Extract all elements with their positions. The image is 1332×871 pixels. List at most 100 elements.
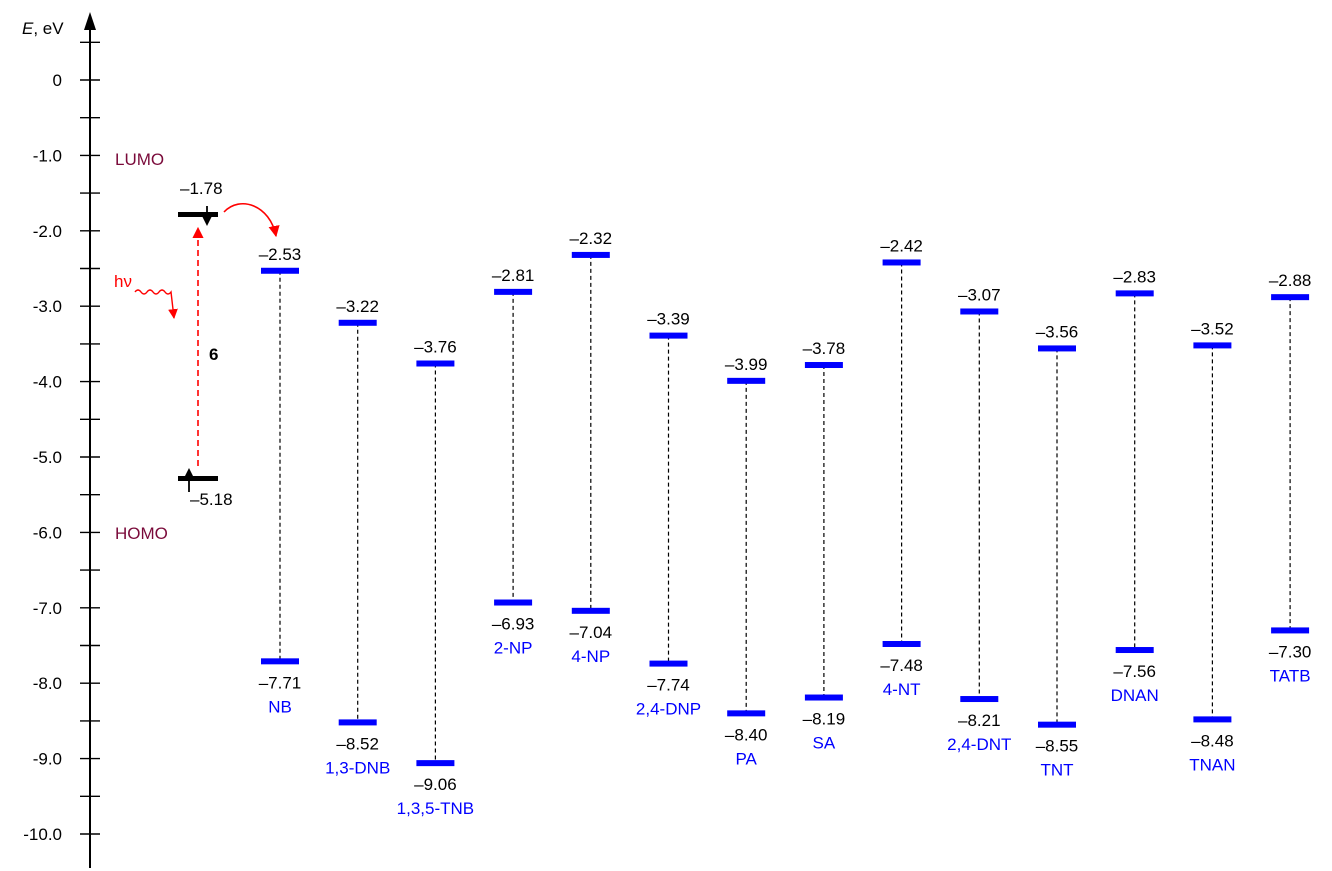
homo-bar (261, 658, 299, 665)
homo-value: –8.40 (725, 725, 768, 744)
sensor-lumo-value: –1.78 (180, 179, 223, 198)
lumo-value: –3.22 (336, 297, 379, 316)
homo-value: –6.93 (492, 615, 535, 634)
analyte-name: TATB (1270, 666, 1311, 685)
analyte-1,3-DNB: –3.22 –8.52 1,3-DNB (325, 297, 390, 778)
homo-value: –8.19 (803, 710, 846, 729)
lumo-bar (960, 308, 999, 315)
electron-transfer-arrow (223, 203, 280, 238)
sensor-homo-bar (178, 476, 218, 481)
homo-bar (727, 710, 766, 717)
tick-label: -8.0 (33, 674, 62, 693)
homo-value: –8.52 (336, 734, 379, 753)
analyte-name: SA (813, 734, 836, 753)
analyte-name: NB (268, 697, 292, 716)
sensor-id: 6 (209, 345, 218, 364)
lumo-value: –2.53 (259, 245, 302, 264)
analyte-name: 4-NP (571, 647, 610, 666)
tick-label: -2.0 (33, 222, 62, 241)
lumo-bar (1271, 294, 1310, 301)
homo-bar (804, 694, 843, 701)
axis-label-var: E (22, 19, 34, 38)
lumo-value: –3.78 (803, 339, 846, 358)
axis-label-unit: , eV (33, 19, 64, 38)
tick-label: 0 (53, 71, 62, 90)
homo-bar (571, 607, 610, 614)
lumo-bar (571, 251, 610, 258)
homo-bar (882, 640, 921, 647)
axis-arrow-icon (84, 12, 96, 30)
lumo-bar (338, 319, 377, 326)
analyte-TNT: –3.56 –8.55 TNT (1036, 322, 1079, 779)
homo-bar (1115, 647, 1154, 654)
lumo-value: –2.32 (570, 229, 613, 248)
homo-value: –8.21 (958, 711, 1001, 730)
photon-label: hν (114, 272, 132, 291)
tick-label: -6.0 (33, 523, 62, 542)
tick-label: -5.0 (33, 448, 62, 467)
homo-value: –8.48 (1191, 731, 1234, 750)
homo-bar (960, 696, 999, 703)
homo-value: –7.48 (880, 656, 923, 675)
photon-wave-icon (134, 289, 178, 319)
analyte-2,4-DNP: –3.39 –7.74 2,4-DNP (636, 310, 701, 719)
sensor-levels: –1.78 –5.18 6 hν (114, 179, 280, 509)
homo-bar (338, 719, 377, 726)
tick-label: -4.0 (33, 373, 62, 392)
lumo-value: –3.52 (1191, 319, 1234, 338)
lumo-label: LUMO (115, 150, 164, 169)
homo-value: –7.56 (1113, 662, 1156, 681)
analyte-name: 4-NT (883, 680, 921, 699)
analyte-4-NP: –2.32 –7.04 4-NP (570, 229, 613, 666)
analyte-name: TNT (1040, 761, 1073, 780)
homo-bar (1271, 627, 1310, 634)
analyte-name: DNAN (1111, 686, 1159, 705)
tick-label: -10.0 (23, 825, 62, 844)
energy-axis: E, eV 0 -1.0 -2.0 -3.0 -4.0 -5.0 -6.0 -7.0 -8.0 -… (22, 12, 100, 868)
homo-bar (1193, 716, 1232, 723)
sensor-lumo-bar (178, 212, 218, 217)
analyte-2,4-DNT: –3.07 –8.21 2,4-DNT (947, 285, 1011, 754)
lumo-bar (649, 332, 688, 339)
homo-bar (649, 660, 688, 667)
analyte-TNAN: –3.52 –8.48 TNAN (1189, 319, 1235, 774)
analyte-name: 2-NP (494, 639, 533, 658)
lumo-bar (727, 377, 766, 384)
analyte-TATB: –2.88 –7.30 TATB (1269, 271, 1312, 685)
sensor-homo-value: –5.18 (190, 490, 233, 509)
axis-label: E, eV (22, 19, 64, 38)
homo-bar (1038, 721, 1076, 728)
homo-value: –7.30 (1269, 642, 1312, 661)
tick-label: -9.0 (33, 750, 62, 769)
lumo-value: –2.42 (880, 236, 923, 255)
lumo-bar (1038, 345, 1076, 352)
analyte-4-NT: –2.42 –7.48 4-NT (880, 236, 923, 699)
lumo-value: –3.76 (414, 338, 457, 357)
analyte-name: 2,4-DNT (947, 735, 1011, 754)
homo-value: –7.71 (259, 673, 302, 692)
homo-value: –8.55 (1036, 737, 1079, 756)
lumo-value: –3.39 (647, 310, 690, 329)
lumo-bar (1193, 342, 1232, 349)
lumo-bar (261, 267, 299, 274)
analyte-PA: –3.99 –8.40 PA (725, 355, 768, 769)
tick-label: -7.0 (33, 599, 62, 618)
lumo-value: –3.07 (958, 285, 1001, 304)
homo-value: –9.06 (414, 775, 457, 794)
electron-up-icon (183, 468, 195, 492)
analyte-DNAN: –2.83 –7.56 DNAN (1111, 267, 1159, 705)
analyte-levels: –2.53 –7.71 NB –3.22 –8.52 1,3-DNB –3.76 –9.06 1… (259, 229, 1312, 818)
lumo-value: –2.88 (1269, 271, 1312, 290)
lumo-bar (494, 288, 533, 295)
analyte-name: 1,3,5-TNB (397, 799, 474, 818)
lumo-value: –3.56 (1036, 322, 1079, 341)
lumo-bar (804, 362, 843, 369)
analyte-name: 2,4-DNP (636, 700, 701, 719)
lumo-value: –3.99 (725, 355, 768, 374)
analyte-1,3,5-TNB: –3.76 –9.06 1,3,5-TNB (397, 338, 474, 819)
lumo-value: –2.81 (492, 266, 535, 285)
homo-bar (494, 599, 533, 606)
lumo-value: –2.83 (1113, 267, 1156, 286)
homo-bar (416, 760, 455, 767)
